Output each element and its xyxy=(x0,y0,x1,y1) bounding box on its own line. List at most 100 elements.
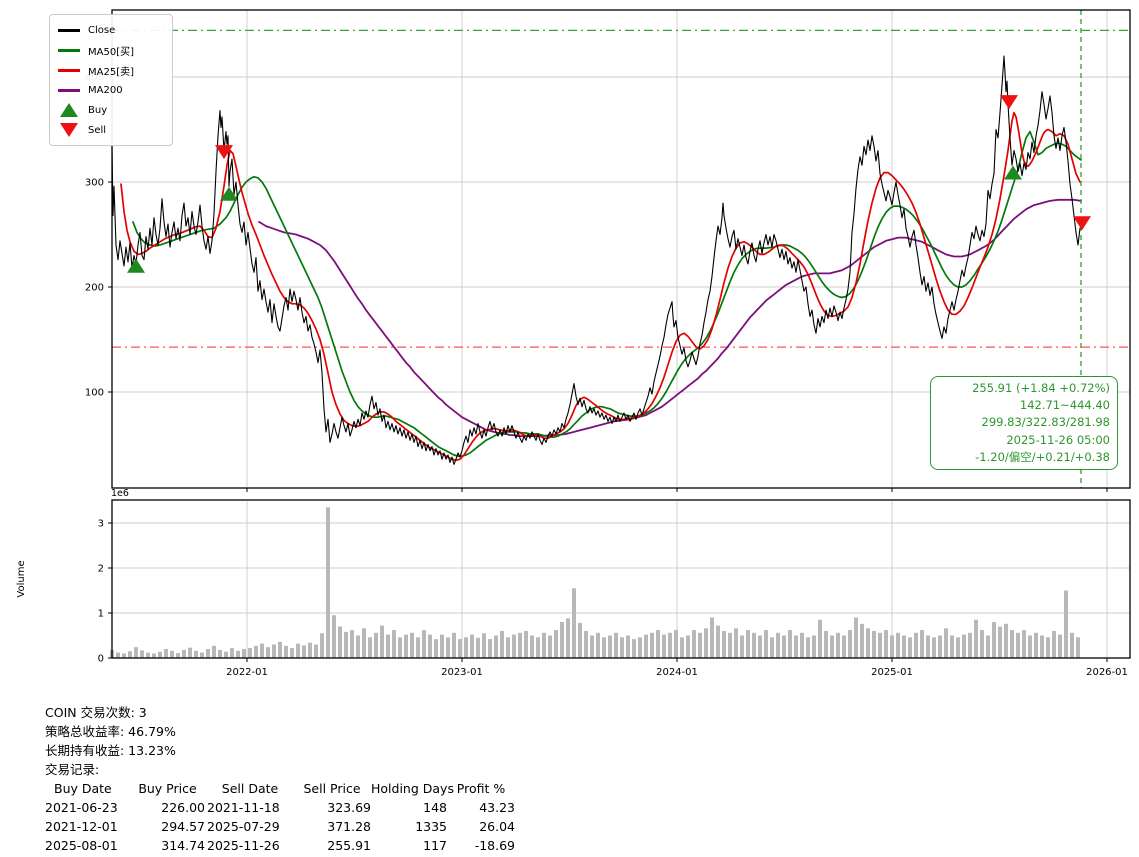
sell-marker xyxy=(1000,95,1018,110)
volume-axis-label: Volume xyxy=(16,560,27,597)
volume-bar xyxy=(320,633,324,658)
volume-bar xyxy=(524,631,528,658)
trade-cell: 2025-08-01 xyxy=(45,838,118,853)
volume-bar xyxy=(122,653,126,658)
volume-bar xyxy=(332,615,336,658)
volume-bar xyxy=(716,625,720,658)
volume-bar xyxy=(560,622,564,658)
volume-bar xyxy=(368,637,372,658)
volume-bar xyxy=(350,630,354,658)
volume-bar xyxy=(986,635,990,658)
volume-bar xyxy=(374,632,378,658)
volume-bar xyxy=(884,630,888,658)
volume-bar xyxy=(236,650,240,658)
volume-bar xyxy=(290,648,294,658)
volume-bar xyxy=(704,628,708,658)
volume-bar xyxy=(1016,632,1020,658)
volume-bar xyxy=(152,653,156,658)
sell-marker xyxy=(215,145,233,160)
volume-bar xyxy=(872,631,876,658)
volume-bar xyxy=(1070,632,1074,658)
volume-bar xyxy=(878,632,882,658)
ma50-line-swatch xyxy=(58,48,80,52)
volume-tick-label: 3 xyxy=(98,519,104,530)
volume-bar xyxy=(728,632,732,658)
trade-table-header: Buy Date Buy Price Sell Date Sell Price … xyxy=(45,779,515,798)
volume-bar xyxy=(854,617,858,658)
volume-bar xyxy=(116,652,120,658)
volume-bar xyxy=(242,649,246,658)
legend-label: Sell xyxy=(88,124,107,136)
trade-cell: -18.69 xyxy=(474,838,515,853)
volume-bar xyxy=(554,630,558,658)
volume-bar xyxy=(194,650,198,658)
volume-panel-border xyxy=(111,499,1131,659)
volume-bar xyxy=(422,630,426,658)
volume-bar xyxy=(1064,590,1068,658)
volume-bar xyxy=(428,634,432,658)
trade-record-title: 交易记录: xyxy=(45,762,100,777)
volume-bar xyxy=(188,647,192,658)
volume-bar xyxy=(692,630,696,658)
volume-bar xyxy=(842,635,846,658)
trade-row: 2021-12-01 294.57 2025-07-29 371.28 1335 26.0… xyxy=(45,817,515,836)
trade-cell: 255.91 xyxy=(327,838,371,853)
volume-scale-label: 1e6 xyxy=(111,488,129,499)
volume-bar xyxy=(344,631,348,658)
volume-tick-label: 1 xyxy=(98,609,104,620)
volume-bar xyxy=(338,626,342,658)
volume-bar xyxy=(638,637,642,658)
volume-bar xyxy=(806,637,810,658)
date-tick-label: 2026-01 xyxy=(1086,667,1128,678)
volume-bar xyxy=(848,630,852,658)
volume-bar xyxy=(1034,632,1038,658)
volume-bar xyxy=(620,637,624,658)
date-tick-label: 2024-01 xyxy=(656,667,698,678)
volume-bar xyxy=(440,634,444,658)
trade-row: 2021-06-23 226.00 2021-11-18 323.69 148 43.23 xyxy=(45,798,515,817)
volume-bar xyxy=(962,634,966,658)
volume-bar xyxy=(458,639,462,658)
volume-bar xyxy=(1040,635,1044,658)
volume-bar xyxy=(758,635,762,658)
volume-bar xyxy=(932,637,936,658)
volume-bar xyxy=(632,639,636,658)
volume-bar xyxy=(668,632,672,658)
volume-bar xyxy=(542,632,546,658)
date-tick-label: 2025-01 xyxy=(871,667,913,678)
trade-cell: 26.04 xyxy=(479,819,515,834)
volume-bar xyxy=(746,630,750,658)
volume-bar xyxy=(944,628,948,658)
trade-cell: 323.69 xyxy=(327,800,371,815)
volume-bar xyxy=(896,632,900,658)
trade-count-line: COIN 交易次数: 3 xyxy=(45,705,147,720)
volume-bar xyxy=(254,645,258,658)
volume-bar xyxy=(446,637,450,658)
volume-bar xyxy=(650,632,654,658)
volume-bar xyxy=(494,635,498,658)
volume-bar xyxy=(200,652,204,658)
sell-marker xyxy=(1073,216,1091,231)
volume-bar xyxy=(212,645,216,658)
volume-bar xyxy=(434,639,438,658)
volume-bar xyxy=(920,630,924,658)
volume-bar xyxy=(314,644,318,658)
ma200-line-swatch xyxy=(58,88,80,92)
legend-item-ma200: MA200 xyxy=(58,80,164,100)
volume-bar xyxy=(968,632,972,658)
volume-bar xyxy=(206,649,210,658)
trade-table-body: 2021-06-23 226.00 2021-11-18 323.69 148 43.23… xyxy=(45,798,515,855)
volume-bar xyxy=(974,619,978,658)
volume-bar xyxy=(776,632,780,658)
legend-item-ma25: MA25[卖] xyxy=(58,60,164,80)
volume-bar xyxy=(908,637,912,658)
volume-bar xyxy=(404,634,408,658)
volume-bar xyxy=(590,635,594,658)
volume-bar xyxy=(674,630,678,658)
volume-bar xyxy=(926,635,930,658)
col-profit: Profit % xyxy=(456,781,506,796)
trade-cell: 2021-11-18 xyxy=(207,800,280,815)
annotation-range: 142.71~444.40 xyxy=(1019,398,1110,413)
volume-bar xyxy=(134,647,138,658)
trade-cell: 371.28 xyxy=(327,819,371,834)
